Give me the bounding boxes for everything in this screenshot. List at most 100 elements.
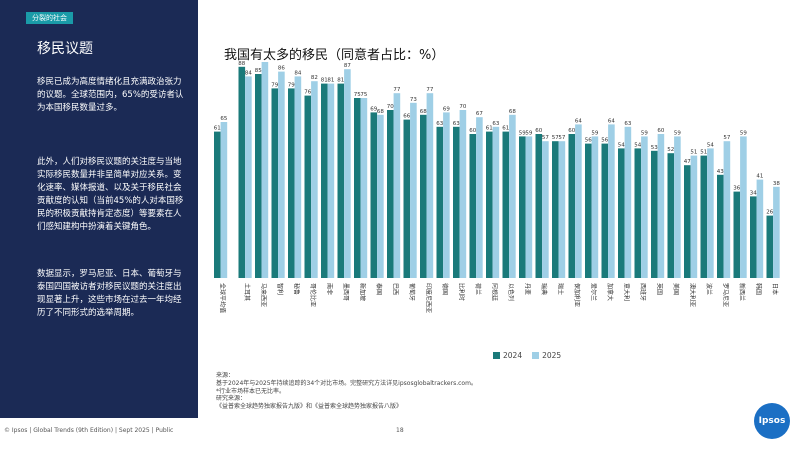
- data-label-2024: 61: [502, 126, 509, 132]
- bar-2025: [575, 124, 582, 279]
- category-label: 泰国: [375, 283, 383, 295]
- data-label-2024: 63: [453, 121, 460, 127]
- bar-2024: [255, 74, 262, 278]
- data-label-2025: 70: [459, 104, 466, 110]
- data-label-2024: 57: [552, 135, 559, 141]
- data-label-2025: 59: [740, 130, 747, 136]
- category-label: 秘鲁: [293, 283, 301, 295]
- data-label-2025: 57: [542, 135, 549, 141]
- bar-2025: [443, 112, 450, 279]
- data-label-2024: 69: [370, 106, 377, 112]
- bar-2024: [684, 165, 691, 278]
- category-label: 西班牙: [639, 283, 647, 301]
- data-label-2024: 26: [766, 210, 773, 216]
- category-label: 比利时: [458, 283, 466, 301]
- data-label-2025: 63: [624, 121, 631, 127]
- category-label: 瑞典: [540, 283, 548, 295]
- legend-item-2024: 2024: [493, 351, 522, 360]
- category-label: 美国: [672, 283, 680, 295]
- category-label: 土耳其: [243, 283, 251, 301]
- bar-2024: [568, 134, 576, 278]
- bar-2025: [459, 110, 467, 278]
- bar-2024: [321, 83, 328, 278]
- category-label: 墨西哥: [342, 283, 349, 301]
- category-label: 葡萄牙: [408, 283, 416, 301]
- bar-2024: [717, 174, 724, 278]
- sidebar-paragraph-2: 此外，人们对移民议题的关注度与当地实际移民数量并非呈简单对应关系。变化速率、媒体…: [37, 157, 184, 232]
- bar-2025: [723, 141, 731, 278]
- data-label-2025: 65: [220, 116, 227, 122]
- category-label: 马来西亚: [260, 283, 268, 307]
- bar-2025: [220, 122, 228, 278]
- bar-2025: [393, 93, 401, 278]
- bar-2024: [733, 191, 741, 278]
- bar-2024: [436, 126, 444, 278]
- data-label-2025: 60: [657, 128, 664, 134]
- legend: 2024 2025: [493, 351, 561, 360]
- bar-2025: [261, 62, 269, 278]
- bar-2025: [608, 124, 615, 279]
- note-line: 基于2024年与2025年持续追踪的34个对比市场。完整研究方法详见ipsosg…: [216, 379, 477, 387]
- bar-chart: 6165全球平均值8884土耳其8590马来西亚7986智利7984秘鲁7682…: [214, 60, 781, 313]
- category-label: 德国: [441, 283, 449, 295]
- data-label-2024: 56: [601, 138, 608, 144]
- sidebar-paragraph-3: 数据显示，罗马尼亚、日本、葡萄牙与泰国四国被访者对移民议题的关注度出现显著上升，…: [37, 269, 182, 318]
- note-line: *行业市场样本已无比率。: [216, 387, 286, 395]
- bar-2024: [214, 131, 221, 278]
- category-label: 日本: [771, 283, 779, 295]
- data-label-2025: 57: [723, 135, 730, 141]
- bar-2025: [641, 136, 648, 278]
- data-label-2025: 86: [278, 66, 285, 72]
- legend-swatch-2024: [493, 352, 500, 359]
- bar-2025: [492, 126, 500, 278]
- data-label-2025: 59: [674, 130, 681, 136]
- bar-2024: [453, 126, 460, 278]
- legend-item-2025: 2025: [532, 351, 561, 360]
- data-label-2024: 79: [288, 82, 295, 88]
- data-label-2025: 57: [558, 135, 565, 141]
- category-label: 英国: [656, 283, 664, 295]
- data-label-2025: 82: [311, 75, 318, 81]
- data-label-2025: 84: [245, 70, 252, 76]
- bar-2025: [674, 136, 681, 278]
- bar-2025: [525, 136, 533, 278]
- data-label-2025: 51: [690, 150, 697, 156]
- data-label-2025: 67: [476, 111, 483, 117]
- data-label-2024: 61: [214, 126, 221, 132]
- bar-2025: [740, 136, 747, 278]
- data-label-2025: 64: [608, 118, 615, 124]
- category-label: 丹麦: [524, 283, 532, 295]
- bar-2025: [245, 76, 252, 279]
- bar-2025: [327, 83, 335, 278]
- bar-2025: [360, 98, 368, 278]
- data-label-2024: 43: [717, 169, 724, 175]
- data-label-2024: 81: [337, 78, 344, 84]
- bar-2025: [509, 114, 516, 278]
- data-label-2025: 54: [707, 142, 714, 148]
- bar-2024: [535, 134, 543, 278]
- data-label-2024: 60: [469, 128, 476, 134]
- sidebar: 分裂的社会 移民议题 移民已成为高度情绪化且充满政治张力的议题。全球范围内，65…: [0, 0, 198, 418]
- data-label-2025: 68: [509, 109, 516, 115]
- bar-2025: [311, 81, 318, 278]
- bar-2024: [370, 112, 378, 279]
- data-label-2025: 77: [426, 87, 433, 93]
- bar-2025: [690, 155, 698, 278]
- bar-2025: [542, 141, 549, 278]
- data-label-2025: 75: [360, 92, 367, 98]
- bar-2024: [552, 141, 559, 278]
- data-label-2025: 59: [591, 130, 598, 136]
- data-label-2024: 53: [651, 145, 658, 151]
- category-label: 荷兰: [474, 283, 482, 295]
- bar-2025: [591, 136, 599, 278]
- bar-2024: [519, 136, 526, 278]
- bar-2024: [238, 66, 246, 278]
- note-line: 《益普索全球趋势独家报告九版》和《益普索全球趋势独家报告八版》: [216, 403, 403, 411]
- sidebar-title: 移民议题: [37, 41, 93, 57]
- bar-2025: [707, 148, 714, 278]
- data-label-2025: 73: [410, 97, 417, 103]
- category-label: 全球平均值: [219, 283, 227, 313]
- bar-2025: [294, 76, 302, 279]
- note-line: 研究来源：: [216, 395, 247, 403]
- legend-label-2025: 2025: [542, 351, 562, 360]
